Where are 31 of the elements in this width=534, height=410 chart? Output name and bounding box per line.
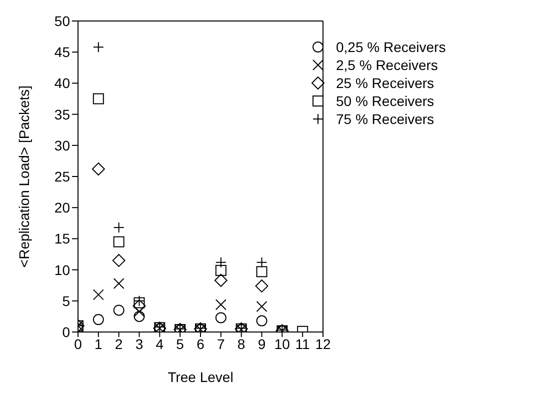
x-tick-label: 6 [196, 336, 205, 352]
y-tick-label: 20 [54, 200, 70, 216]
y-axis-title: <Replication Load> [Packets] [16, 85, 32, 268]
y-tick-label: 15 [54, 230, 70, 247]
x-tick-label: 5 [176, 336, 184, 352]
legend-label: 75 % Receivers [336, 111, 434, 127]
x-tick-label: 11 [295, 336, 310, 352]
y-tick-label: 40 [54, 75, 70, 92]
x-tick-label: 10 [274, 336, 290, 352]
x-axis-title: Tree Level [168, 369, 234, 385]
y-tick-label: 30 [54, 137, 70, 154]
x-tick-label: 8 [237, 336, 246, 352]
y-tick-label: 10 [54, 262, 70, 278]
legend-label: 0,25 % Receivers [336, 39, 446, 55]
legend-label: 50 % Receivers [336, 93, 434, 109]
x-tick-label: 1 [94, 336, 103, 352]
x-tick-label: 0 [74, 336, 82, 352]
legend-label: 25 % Receivers [336, 75, 434, 91]
x-tick-label: 2 [114, 336, 123, 352]
y-tick-label: 0 [62, 324, 70, 340]
y-tick-label: 45 [54, 44, 70, 60]
x-tick-label: 12 [315, 336, 331, 352]
legend-label: 2,5 % Receivers [336, 57, 438, 73]
x-tick-label: 9 [258, 336, 266, 352]
y-tick-label: 50 [54, 12, 70, 29]
x-tick-label: 7 [217, 336, 226, 352]
y-tick-label: 25 [54, 168, 70, 184]
x-tick-label: 4 [156, 336, 164, 352]
x-tick-label: 3 [135, 336, 144, 352]
y-tick-label: 5 [62, 292, 70, 309]
y-tick-label: 35 [54, 106, 70, 122]
